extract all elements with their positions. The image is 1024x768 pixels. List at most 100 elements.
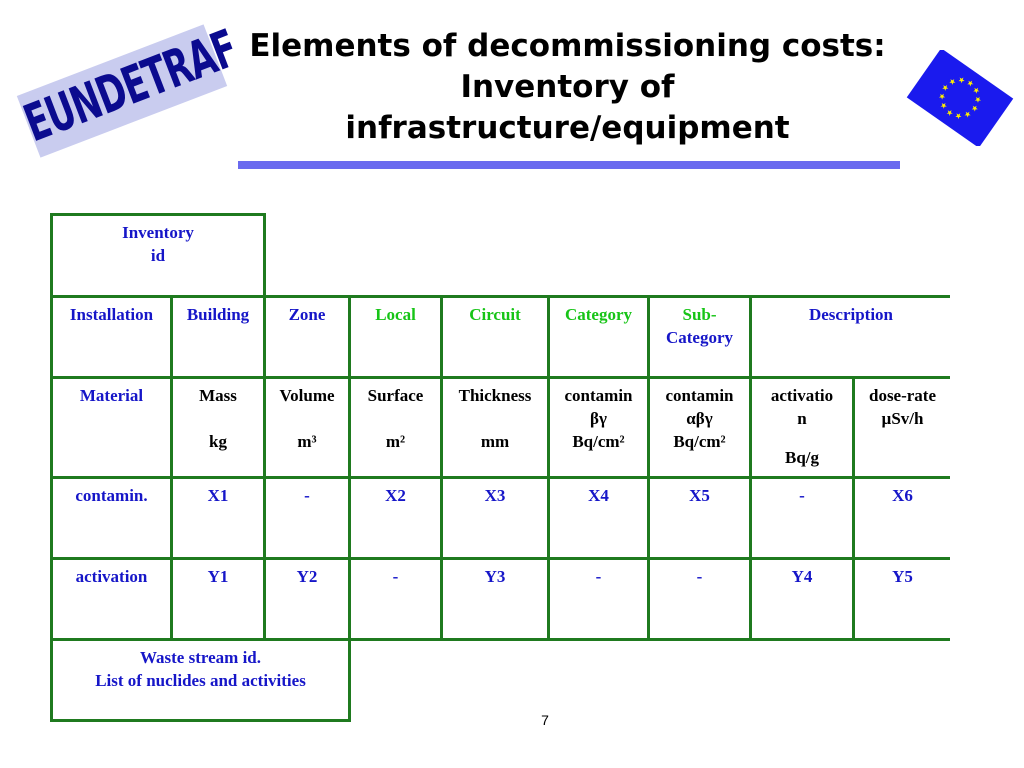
contamin-abg-greek: αβγ xyxy=(686,409,713,428)
table-border xyxy=(50,213,266,216)
contamin-bg-label: contamin xyxy=(564,386,633,405)
header-subcategory: Sub- Category xyxy=(650,298,749,349)
table-border xyxy=(50,638,950,641)
header-subcategory-line-2: Category xyxy=(665,328,734,347)
contamin-value-surface: X2 xyxy=(385,486,406,505)
table-border xyxy=(50,295,950,298)
flag-star-icon xyxy=(940,102,947,109)
inventory-id-line-2: id xyxy=(150,246,166,265)
activation-value-doserate: Y5 xyxy=(892,567,913,586)
contamin-row-label: contamin. xyxy=(75,486,148,505)
activation-label-1: activatio xyxy=(770,386,834,405)
doserate-cell: dose-rate µSv/h xyxy=(855,379,950,430)
header-description: Description xyxy=(808,305,894,324)
contamin-value-volume: - xyxy=(304,486,310,505)
activation-value-bg: - xyxy=(595,567,602,586)
table-border xyxy=(263,213,266,295)
flag-star-icon xyxy=(939,93,946,100)
contamin-value-thickness: X3 xyxy=(484,486,506,505)
doserate-label: dose-rate xyxy=(868,386,937,405)
activation-value-surface: - xyxy=(392,567,399,586)
title-line-3: infrastructure/equipment xyxy=(345,110,790,146)
contamin-bg-greek: βγ xyxy=(590,409,607,428)
waste-stream-cell: Waste stream id. List of nuclides and ac… xyxy=(53,641,348,692)
table-border xyxy=(263,295,266,638)
contamin-abg-label: contamin xyxy=(665,386,734,405)
flag-star-icon xyxy=(958,77,965,84)
contamin-value-bg: X4 xyxy=(588,486,609,505)
volume-cell: Volume m³ xyxy=(266,379,348,453)
mass-unit: kg xyxy=(209,432,227,451)
table-border xyxy=(749,295,752,638)
waste-stream-line-2: List of nuclides and activities xyxy=(95,671,306,690)
table-border xyxy=(170,295,173,638)
activation-value-abg: - xyxy=(696,567,703,586)
title-line-1: Elements of decommissioning costs: xyxy=(249,28,886,64)
table-border xyxy=(50,476,950,479)
contamin-abg-cell: contamin αβγ Bq/cm² xyxy=(650,379,749,453)
surface-cell: Surface m² xyxy=(351,379,440,453)
inventory-id-cell: Inventory id xyxy=(53,216,263,267)
mass-label: Mass xyxy=(199,386,237,405)
thickness-cell: Thickness mm xyxy=(443,379,547,453)
waste-stream-line-1: Waste stream id. xyxy=(139,648,262,667)
doserate-unit: µSv/h xyxy=(881,409,924,428)
contamin-bg-unit: Bq/cm² xyxy=(572,432,625,451)
inventory-id-line-1: Inventory xyxy=(122,223,194,242)
table-border xyxy=(50,213,53,722)
title-line-2: Inventory of xyxy=(460,69,675,105)
header-zone: Zone xyxy=(288,305,326,324)
eundetraf-logo: EUNDETRAF xyxy=(12,18,245,158)
contamin-value-doserate: X6 xyxy=(892,486,913,505)
header-local: Local xyxy=(375,305,416,324)
surface-label: Surface xyxy=(367,386,424,405)
flag-star-icon xyxy=(967,80,974,87)
flag-star-icon xyxy=(955,113,962,120)
table-border xyxy=(50,719,351,722)
volume-label: Volume xyxy=(279,386,335,405)
activation-value-activation: Y4 xyxy=(791,567,813,586)
logo-text: EUNDETRAF xyxy=(16,18,245,154)
page-number: 7 xyxy=(541,712,549,728)
header-subcategory-line-1: Sub- xyxy=(682,305,717,324)
table-border xyxy=(348,295,351,722)
mass-cell: Mass kg xyxy=(173,379,263,453)
material-label: Material xyxy=(79,386,144,405)
title-underline xyxy=(238,161,900,169)
activation-row-label: activation xyxy=(75,567,148,586)
table-border xyxy=(547,295,550,638)
table-border xyxy=(50,557,950,560)
flag-star-icon xyxy=(949,79,956,85)
flag-star-icon xyxy=(973,87,980,94)
header-circuit: Circuit xyxy=(469,305,521,324)
table-border xyxy=(440,295,443,638)
contamin-bg-cell: contamin βγ Bq/cm² xyxy=(550,379,647,453)
header-installation: Installation xyxy=(69,305,154,324)
contamin-value-mass: X1 xyxy=(207,486,229,505)
table-border xyxy=(647,295,650,638)
surface-unit: m² xyxy=(385,432,406,451)
slide-title: Elements of decommissioning costs: Inven… xyxy=(215,26,920,149)
activation-value-mass: Y1 xyxy=(207,567,229,586)
activation-value-volume: Y2 xyxy=(296,567,318,586)
activation-cell: activatio n Bq/g xyxy=(752,379,852,469)
volume-unit: m³ xyxy=(297,432,317,451)
activation-unit: Bq/g xyxy=(784,448,820,467)
flag-star-icon xyxy=(964,111,971,118)
table-border xyxy=(50,376,950,379)
activation-label-2: n xyxy=(797,409,807,428)
header-category: Category xyxy=(564,305,633,324)
flag-star-icon xyxy=(942,85,949,91)
contamin-value-activation: - xyxy=(799,486,805,505)
table-border xyxy=(852,376,855,638)
activation-value-thickness: Y3 xyxy=(484,567,506,586)
flag-star-icon xyxy=(974,96,981,103)
thickness-unit: mm xyxy=(480,432,510,451)
contamin-value-abg: X5 xyxy=(689,486,710,505)
contamin-abg-unit: Bq/cm² xyxy=(673,432,726,451)
thickness-label: Thickness xyxy=(458,386,532,405)
header-building: Building xyxy=(186,305,250,324)
eu-flag-icon xyxy=(906,50,1014,146)
flag-star-icon xyxy=(971,105,978,112)
flag-star-icon xyxy=(946,110,953,116)
